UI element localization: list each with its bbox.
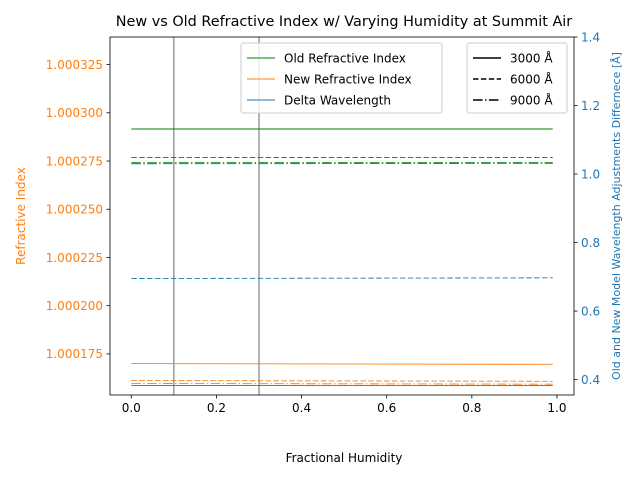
y-left-tick-label: 1.000175	[46, 347, 103, 361]
y-left-tick-label: 1.000225	[46, 251, 103, 265]
y-right-tick-label: 0.4	[581, 373, 600, 387]
legend-quantity-label: Old Refractive Index	[284, 51, 406, 65]
legend-quantity-label: New Refractive Index	[284, 72, 412, 86]
y-left-tick-label: 1.000300	[46, 106, 103, 120]
series-line-delta-6000	[131, 277, 553, 279]
y-axis-right-label: Old and New Model Wavelength Adjustments…	[610, 52, 623, 380]
y-axis-left-label: Refractive Index	[14, 167, 28, 265]
legend-wavelength-label: 9000 Å	[510, 92, 553, 107]
x-axis-label: Fractional Humidity	[286, 451, 403, 465]
y-right-tick-label: 1.0	[581, 167, 600, 181]
series-line-new-9000	[131, 382, 553, 385]
y-right-tick-label: 1.4	[581, 30, 600, 44]
legend-quantity: Old Refractive Index New Refractive Index…	[240, 42, 443, 114]
y-right-tick-label: 0.8	[581, 236, 600, 250]
legend-wavelength-frame	[466, 42, 568, 114]
plot-frame	[109, 36, 575, 396]
legend-wavelength-label: 3000 Å	[510, 50, 553, 65]
y-left-tick-label: 1.000200	[46, 299, 103, 313]
series-line-new-6000	[131, 380, 553, 382]
y-right-tick-label: 0.6	[581, 304, 600, 318]
legend-wavelength: 3000 Å 6000 Å 9000 Å	[466, 42, 568, 114]
x-tick-label: 0.2	[207, 401, 226, 415]
y-left-tick-label: 1.000250	[46, 203, 103, 217]
y-left-tick-label: 1.000275	[46, 154, 103, 168]
x-tick-label: 0.8	[462, 401, 481, 415]
y-right-tick-label: 1.2	[581, 99, 600, 113]
legend-quantity-label: Delta Wavelength	[284, 93, 391, 107]
x-tick-label: 0.6	[377, 401, 396, 415]
legend-quantity-frame	[240, 42, 443, 114]
legend-wavelength-label: 6000 Å	[510, 71, 553, 86]
x-tick-label: 1.0	[547, 401, 566, 415]
x-tick-label: 0.4	[292, 401, 311, 415]
series-line-new-3000	[131, 363, 553, 365]
chart-title: New vs Old Refractive Index w/ Varying H…	[116, 14, 572, 30]
y-left-tick-label: 1.000325	[46, 58, 103, 72]
x-tick-label: 0.0	[122, 401, 141, 415]
